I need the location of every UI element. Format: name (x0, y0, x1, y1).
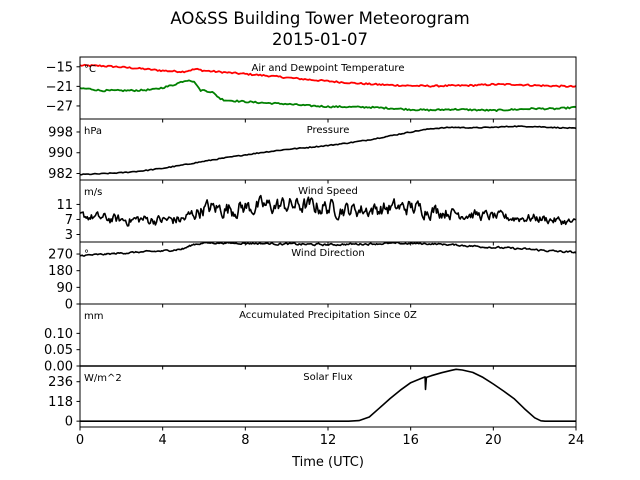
y-tick-label-0-1: −21 (46, 80, 73, 95)
series-line-1-0 (80, 125, 577, 176)
y-tick-label-5-0: 236 (48, 375, 73, 390)
y-tick-label-5-1: 118 (48, 395, 73, 410)
y-tick-label-1-1: 990 (48, 146, 73, 161)
series-line-0-0 (79, 63, 577, 88)
y-tick-label-0-2: −27 (46, 99, 73, 114)
x-tick-label-5: 20 (485, 433, 502, 448)
panel-title-5: Solar Flux (303, 372, 353, 383)
panel-unit-1: hPa (84, 126, 102, 137)
x-tick-label-4: 16 (402, 433, 419, 448)
panel-unit-4: mm (84, 311, 103, 322)
panel-title-2: Wind Speed (298, 186, 358, 197)
series-line-3-0 (79, 241, 577, 257)
x-tick-label-1: 4 (159, 433, 167, 448)
y-tick-label-2-1: 7 (65, 213, 73, 228)
series-line-0-1 (79, 79, 577, 112)
y-tick-label-4-1: 0.05 (44, 343, 73, 358)
y-tick-label-4-0: 0.10 (44, 327, 73, 342)
figure-title: AO&SS Building Tower Meteorogram 2015-01… (0, 8, 640, 50)
figure-title-date: 2015-01-07 (272, 30, 368, 49)
y-tick-label-1-2: 982 (48, 167, 73, 182)
y-tick-label-4-2: 0.00 (44, 360, 73, 375)
x-tick-label-2: 8 (241, 433, 249, 448)
y-tick-label-2-0: 11 (56, 198, 73, 213)
panel-title-3: Wind Direction (291, 248, 365, 259)
panel-unit-0: °C (84, 64, 96, 75)
y-tick-label-3-1: 180 (48, 264, 73, 279)
y-tick-label-3-2: 90 (56, 281, 73, 296)
x-tick-label-6: 24 (568, 433, 585, 448)
y-tick-label-3-3: 0 (65, 298, 73, 313)
panel-title-4: Accumulated Precipitation Since 0Z (239, 310, 417, 321)
y-tick-label-1-0: 998 (48, 125, 73, 140)
x-tick-label-0: 0 (76, 433, 84, 448)
y-tick-label-0-0: −15 (46, 60, 73, 75)
series-line-5-0 (80, 368, 576, 422)
panel-unit-2: m/s (84, 187, 102, 198)
y-tick-label-3-0: 270 (48, 248, 73, 263)
series-line-2-0 (79, 194, 577, 227)
panel-title-0: Air and Dewpoint Temperature (252, 63, 405, 74)
panel-unit-5: W/m^2 (84, 373, 122, 384)
y-tick-label-5-2: 0 (65, 415, 73, 430)
panel-title-1: Pressure (307, 125, 350, 136)
figure-title-line1: AO&SS Building Tower Meteorogram (170, 9, 470, 28)
x-tick-label-3: 12 (320, 433, 337, 448)
panel-unit-3: ° (84, 249, 89, 260)
y-tick-label-2-2: 3 (65, 228, 73, 243)
x-axis-label: Time (UTC) (291, 455, 364, 470)
